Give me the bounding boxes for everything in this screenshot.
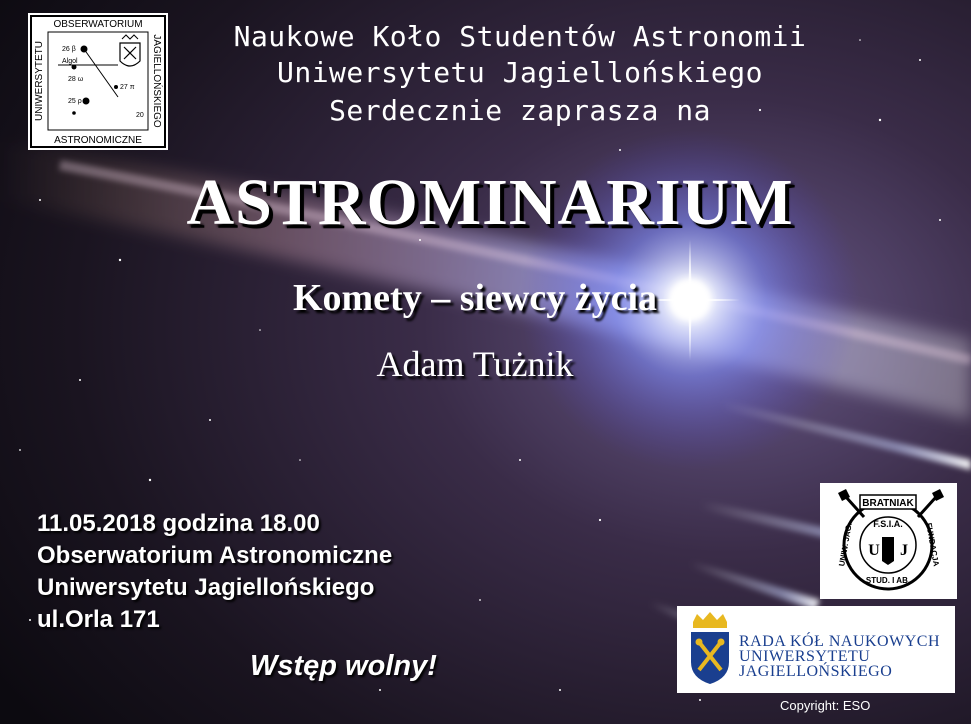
star-label-6: 20 (136, 112, 144, 119)
torch-right-icon (916, 489, 944, 519)
fsia-letter-j: J (900, 542, 908, 559)
star-label-3: 28 ω (68, 76, 84, 83)
observatory-logo-right: JAGIELLOŃSKIEGO (151, 34, 164, 128)
event-datetime: 11.05.2018 godzina 18.00 (37, 510, 320, 537)
header-line-1: Naukowe Koło Studentów Astronomii (233, 20, 807, 53)
fsia-logo: BRATNIAK F.S.I.A. U J UNIW. JAG. FUNDACJ… (820, 483, 957, 599)
uj-crest-icon (691, 612, 729, 684)
rada-logo: RADA KÓŁ NAUKOWYCH UNIWERSYTETU JAGIELLO… (677, 606, 955, 693)
event-subtitle: Komety – siewcy życia (292, 277, 658, 319)
header-line-3: Serdecznie zaprasza na (329, 94, 711, 127)
rada-text: RADA KÓŁ NAUKOWYCH UNIWERSYTETU JAGIELLO… (739, 633, 940, 680)
star-label-4: 27 π (120, 84, 135, 91)
event-address: ul.Orla 171 (37, 606, 160, 633)
event-place-line-1: Obserwatorium Astronomiczne (37, 542, 393, 569)
observatory-logo-bottom: ASTRONOMICZNE (54, 135, 142, 146)
free-entry-note: Wstęp wolny! (250, 650, 437, 682)
torch-left-icon (838, 489, 866, 519)
fsia-center: F.S.I.A. (873, 519, 903, 529)
star-label-1: 26 β (62, 46, 76, 53)
event-title: ASTROMINARIUM (186, 166, 794, 239)
fsia-bottom-arc: STUD. I AB. (866, 576, 910, 585)
observatory-logo-left: UNIWERSYTETU (34, 41, 45, 121)
rada-line-1: RADA KÓŁ NAUKOWYCH (739, 633, 940, 650)
observatory-logo: OBSERWATORIUM ASTRONOMICZNE UNIWERSYTETU… (28, 13, 168, 150)
fsia-left-arc: UNIW. JAG. (837, 522, 854, 567)
star-label-5: 25 ρ (68, 98, 82, 105)
shield-icon (119, 34, 141, 67)
header-line-2: Uniwersytetu Jagiellońskiego (276, 56, 763, 89)
rada-line-2: UNIWERSYTETU (739, 648, 871, 665)
fsia-banner: BRATNIAK (862, 498, 914, 509)
star-label-2: Algol (62, 58, 78, 65)
speaker-name: Adam Tużnik (376, 344, 574, 384)
fsia-right-arc: FUNDACJA (924, 522, 941, 567)
copyright-note: Copyright: ESO (780, 698, 871, 713)
event-place-line-2: Uniwersytetu Jagiellońskiego (37, 574, 375, 601)
observatory-logo-top: OBSERWATORIUM (53, 19, 142, 30)
rada-line-3: JAGIELLOŃSKIEGO (739, 663, 893, 680)
fsia-letter-u: U (868, 542, 880, 559)
